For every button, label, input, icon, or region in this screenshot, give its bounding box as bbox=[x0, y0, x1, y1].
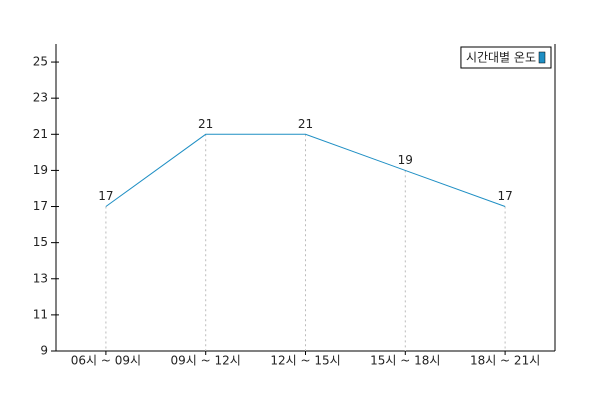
x-tick-label: 09시 ~ 12시 bbox=[171, 354, 241, 368]
data-label: 21 bbox=[198, 117, 213, 131]
x-tick-label: 06시 ~ 09시 bbox=[71, 354, 141, 368]
line bbox=[105, 133, 506, 207]
legend: 시간대별 온도 bbox=[460, 46, 552, 69]
y-tick-label: 13 bbox=[33, 271, 48, 285]
y-tick-label: 25 bbox=[33, 55, 48, 69]
data-label: 17 bbox=[497, 189, 512, 203]
legend-swatch bbox=[538, 51, 546, 64]
legend-label: 시간대별 온도 bbox=[466, 51, 536, 65]
x-tick-label: 18시 ~ 21시 bbox=[470, 354, 540, 368]
y-tick-label: 9 bbox=[40, 344, 48, 358]
y-tick-label: 21 bbox=[33, 127, 48, 141]
y-tick-label: 17 bbox=[33, 199, 48, 213]
y-tick-label: 23 bbox=[33, 91, 48, 105]
y-tick-label: 15 bbox=[33, 235, 48, 249]
data-label: 17 bbox=[98, 189, 113, 203]
x-tick-label: 15시 ~ 18시 bbox=[370, 354, 440, 368]
x-tick-label: 12시 ~ 15시 bbox=[270, 354, 340, 368]
data-label: 21 bbox=[298, 117, 313, 131]
y-tick-label: 11 bbox=[33, 307, 48, 321]
data-label: 19 bbox=[398, 153, 413, 167]
y-tick-label: 19 bbox=[33, 163, 48, 177]
legend-box bbox=[460, 46, 552, 69]
